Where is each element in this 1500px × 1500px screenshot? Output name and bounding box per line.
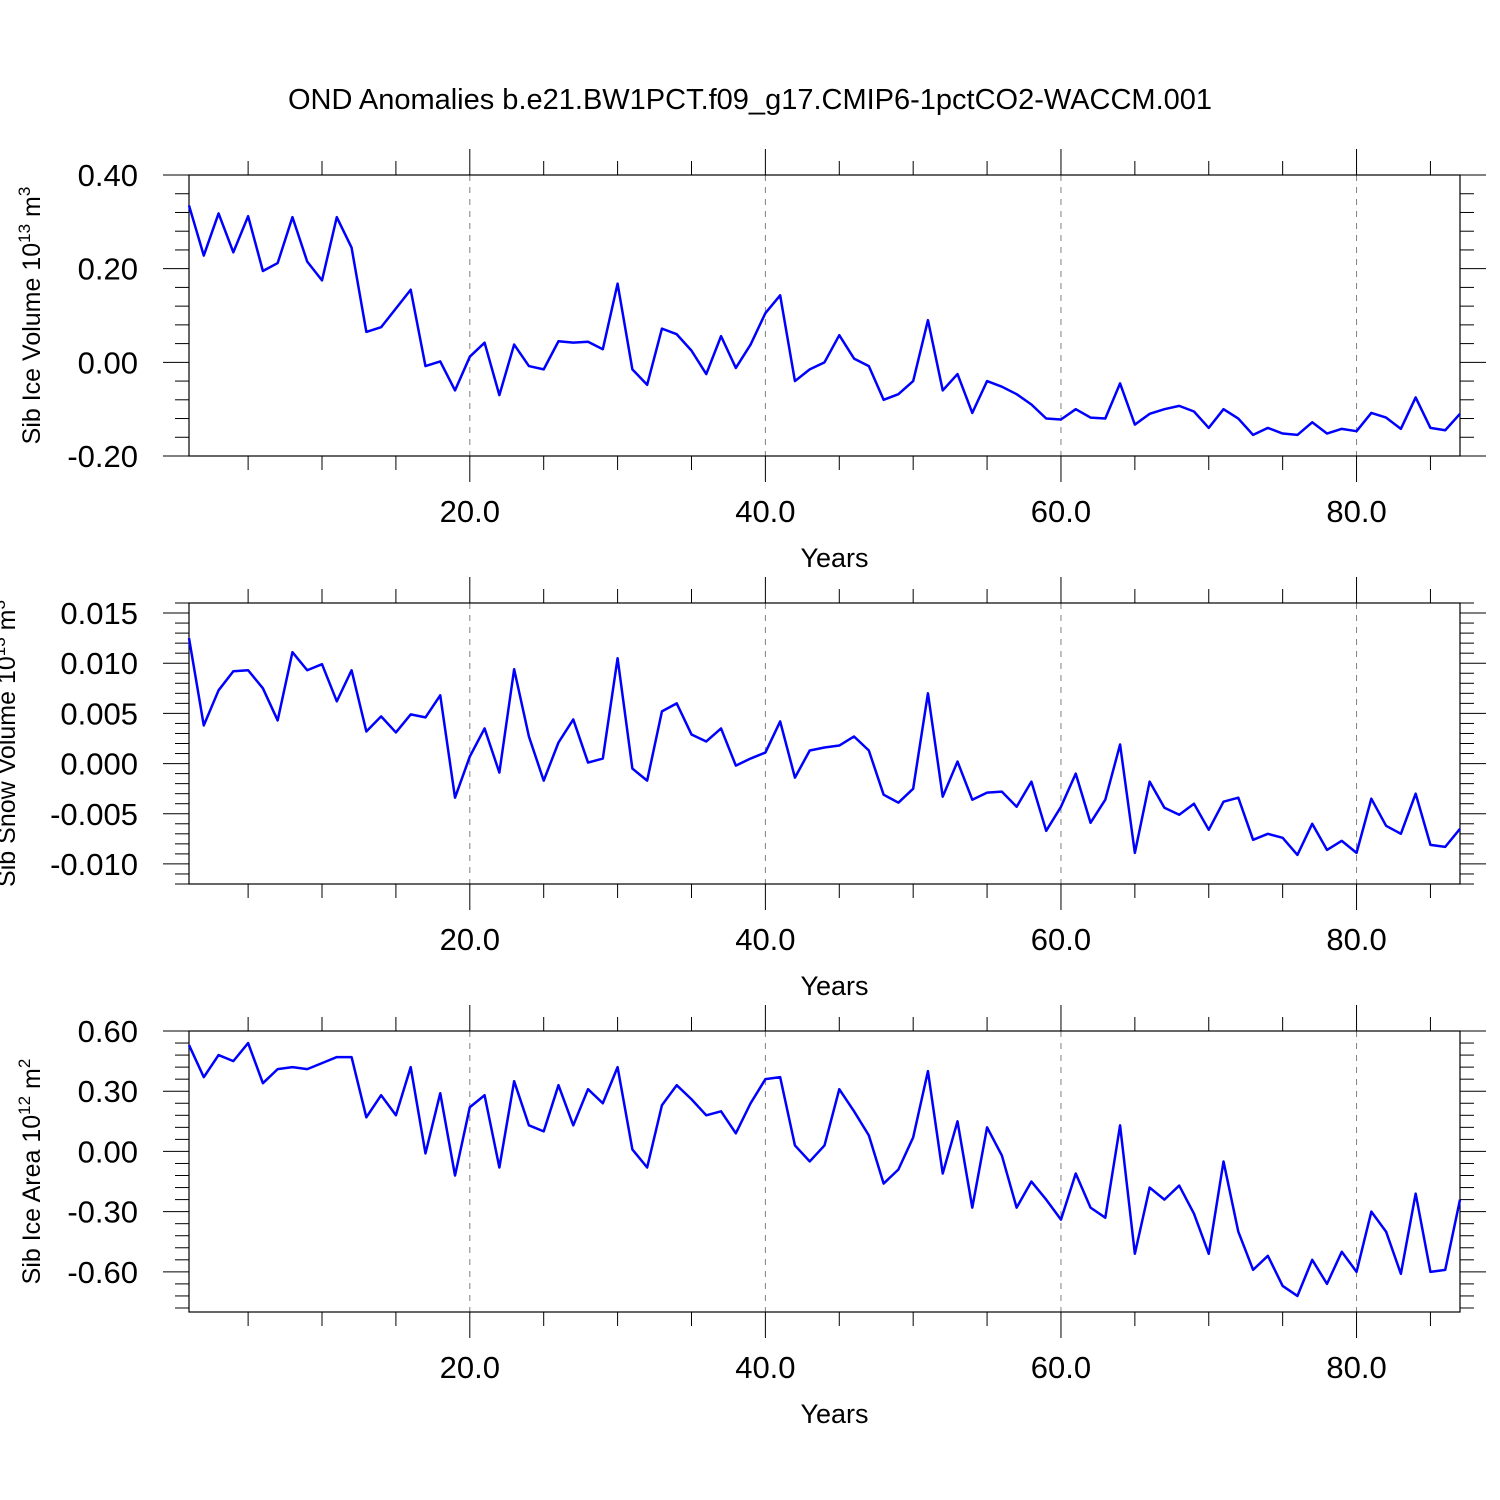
y-axis-title-unit: m bbox=[0, 610, 21, 638]
series-line-snow-volume bbox=[187, 637, 1461, 857]
y-tick-label: -0.20 bbox=[67, 439, 138, 474]
y-tick-label: 0.40 bbox=[78, 158, 138, 193]
y-axis-title-unit-exponent: 2 bbox=[15, 1059, 34, 1068]
plot-frame bbox=[188, 174, 1461, 457]
y-tick-label: -0.010 bbox=[50, 847, 138, 882]
y-axis-title: Sib Snow Volume 1013 m3 bbox=[0, 600, 21, 887]
plot-frame bbox=[188, 602, 1461, 885]
y-tick-label: 0.20 bbox=[78, 252, 138, 287]
x-tick-label: 80.0 bbox=[1326, 922, 1386, 957]
y-tick-label: 0.60 bbox=[78, 1014, 138, 1049]
x-tick-label: 80.0 bbox=[1326, 1350, 1386, 1385]
y-tick-label: 0.010 bbox=[60, 646, 138, 681]
x-tick-label: 20.0 bbox=[440, 922, 500, 957]
panel-sib-ice-volume: 20.0 40.0 60.0 80.0 0.40 0.20 0.00 -0.20 Years Si… bbox=[15, 149, 1486, 573]
y-axis-title-text: Sib Ice Volume 10 bbox=[18, 243, 46, 445]
y-axis-title-unit-exponent: 3 bbox=[0, 600, 9, 609]
x-tick-label: 80.0 bbox=[1326, 494, 1386, 529]
y-axis-title-exponent: 13 bbox=[0, 637, 9, 656]
y-tick-label: 0.30 bbox=[78, 1074, 138, 1109]
y-tick-label: -0.60 bbox=[67, 1255, 138, 1290]
y-axis-title-exponent: 13 bbox=[15, 224, 34, 243]
y-axis-title: Sib Ice Volume 1013 m3 bbox=[15, 187, 46, 445]
x-axis-title: Years bbox=[800, 1399, 868, 1429]
y-tick-label: -0.30 bbox=[67, 1195, 138, 1230]
y-tick-label: 0.00 bbox=[78, 1134, 138, 1169]
x-tick-label: 40.0 bbox=[735, 922, 795, 957]
x-tick-label: 40.0 bbox=[735, 1350, 795, 1385]
series-line-ice-volume bbox=[187, 205, 1461, 437]
y-axis-title-text: Sib Ice Area 10 bbox=[18, 1115, 46, 1285]
x-tick-label: 20.0 bbox=[440, 1350, 500, 1385]
y-axis-title-unit-exponent: 3 bbox=[15, 187, 34, 196]
y-tick-label: 0.00 bbox=[78, 345, 138, 380]
y-axis-title: Sib Ice Area 1012 m2 bbox=[15, 1059, 46, 1285]
y-axis-title-text: Sib Snow Volume 10 bbox=[0, 656, 21, 887]
y-axis-title-exponent: 12 bbox=[15, 1096, 34, 1115]
series-line-ice-area bbox=[187, 1041, 1462, 1298]
panel-sib-snow-volume: 20.0 40.0 60.0 80.0 0.015 0.010 0.005 0.000 -0.0… bbox=[0, 577, 1486, 1001]
page-title: OND Anomalies b.e21.BW1PCT.f09_g17.CMIP6… bbox=[287, 84, 1213, 116]
x-axis-title: Years bbox=[800, 971, 868, 1001]
x-tick-label: 40.0 bbox=[735, 494, 795, 529]
plot-frame bbox=[188, 1030, 1461, 1313]
y-tick-label: -0.005 bbox=[50, 797, 138, 832]
y-tick-label: 0.000 bbox=[60, 747, 138, 782]
x-tick-label: 60.0 bbox=[1031, 922, 1091, 957]
y-axis-title-unit: m bbox=[18, 196, 46, 224]
y-tick-label: 0.005 bbox=[60, 696, 138, 731]
x-tick-label: 60.0 bbox=[1031, 494, 1091, 529]
panel-sib-ice-area: 20.0 40.0 60.0 80.0 0.60 0.30 0.00 -0.30 -0.60 Ye… bbox=[15, 1005, 1486, 1429]
y-axis-title-unit: m bbox=[18, 1068, 46, 1096]
x-axis-title: Years bbox=[800, 543, 868, 573]
x-tick-label: 20.0 bbox=[440, 494, 500, 529]
x-tick-label: 60.0 bbox=[1031, 1350, 1091, 1385]
y-tick-label: 0.015 bbox=[60, 596, 138, 631]
